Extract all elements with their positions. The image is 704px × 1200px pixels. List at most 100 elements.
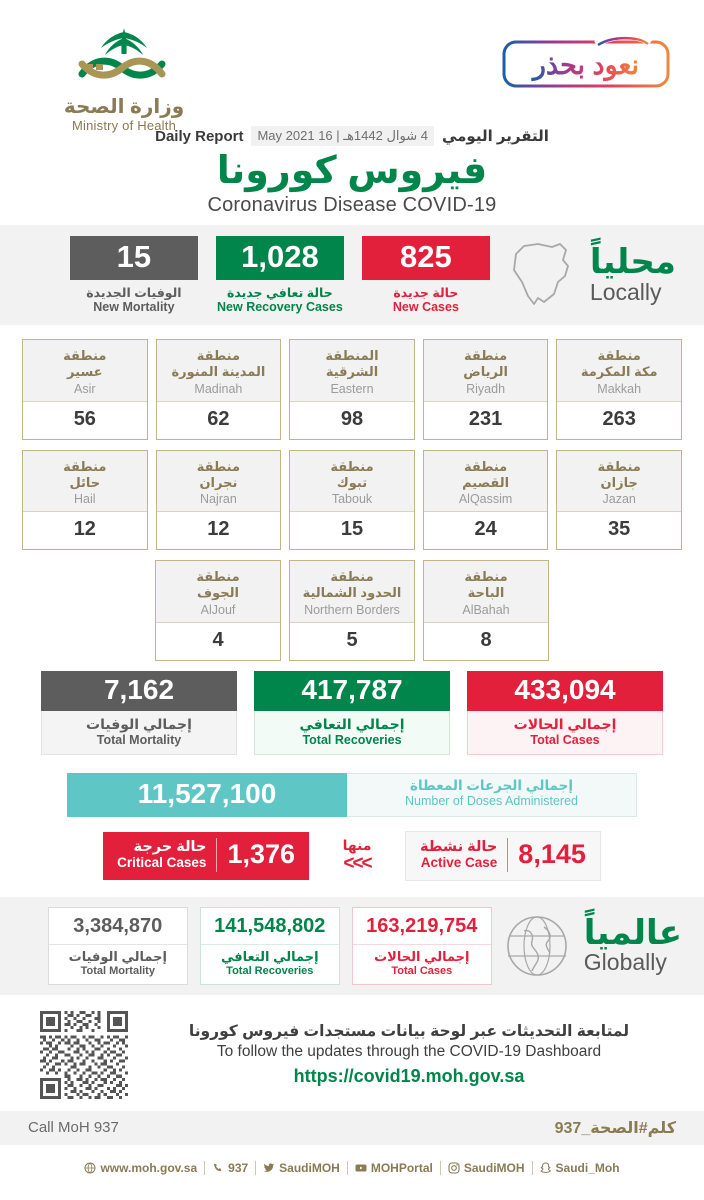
qr-code-icon[interactable] [40,1010,128,1099]
region-card-makkah[interactable]: منطقة مكة المكرمة Makkah 263 [556,339,682,440]
region-label-ar: منطقة [196,348,241,363]
critical-active-row: 1,376 حالة حرجة Critical Cases منها <<< … [0,830,704,881]
social-link-youtube[interactable]: MOHPortal [346,1160,440,1175]
region-label-ar: منطقة [330,458,374,474]
region-card-riyadh[interactable]: منطقة الرياض Riyadh 231 [422,339,549,440]
region-label-ar: منطقة [196,458,241,474]
new-mortality-label-en: New Mortality [93,299,175,314]
social-label: Saudi_Moh [555,1160,620,1175]
call-moh-label-en: Call MoH 937 [28,1119,119,1136]
stat-new-recoveries: 1,028 حالة تعافي جديدة New Recovery Case… [215,236,344,314]
dashboard-url-link[interactable]: https://covid19.moh.gov.sa [293,1066,525,1086]
critical-cases-label-en: Critical Cases [117,855,207,870]
total-cases-label-ar: إجمالي الحالات [513,715,617,732]
region-name-en: Asir [74,381,96,396]
social-label: www.moh.gov.sa [100,1160,198,1175]
total-mortality-card: 7,162 إجمالي الوفيات Total Mortality [41,670,237,755]
region-name-en: Madinah [194,381,243,396]
region-card-jazan[interactable]: منطقة جازان Jazan 35 [556,449,682,550]
region-label-ar: منطقة [63,458,107,474]
locally-label-en: Locally [589,278,662,305]
global-total-recoveries-label-en: Total Recoveries [226,964,314,977]
region-card-albahah[interactable]: منطقة الباحة AlBahah 8 [423,560,549,661]
region-label-ar: منطقة [196,569,240,584]
call-moh-label-ar: كلم#الصحة_937 [554,1119,676,1137]
ministry-name-en: Ministry of Health [71,118,177,133]
region-name-en: Jazan [602,492,636,506]
regions-grid: منطقة عسير Asir 56 منطقة المدينة المنورة… [0,325,704,661]
total-cases-card: 433,094 إجمالي الحالات Total Cases [467,670,663,755]
region-value: 5 [346,628,358,651]
new-cases-label-ar: حالة جديدة [393,285,459,300]
doses-value: 11,527,100 [67,772,347,817]
dashboard-section: لمتابعة التحديثات عبر لوحة بيانات مستجدا… [0,995,704,1105]
region-card-najran[interactable]: منطقة نجران Najran 12 [155,449,282,550]
social-link-website[interactable]: www.moh.gov.sa [77,1161,204,1175]
report-title-ar: التقرير اليومي [441,128,549,145]
region-name-en: AlJouf [200,602,236,617]
social-link-twitter[interactable]: SaudiMOH [255,1160,347,1175]
region-name-en: AlQassim [458,492,513,506]
region-name-en: Makkah [597,381,642,396]
new-mortality-label-ar: الوفيات الجديدة [86,285,182,300]
region-value: 62 [207,407,230,430]
region-name-ar: مكة المكرمة [580,364,658,380]
region-card-hail[interactable]: منطقة حائل Hail 12 [22,449,148,550]
regions-row-2: منطقة حائل Hail 12 منطقة نجران Najran 12… [22,449,682,550]
social-link-phone[interactable]: 937 [204,1160,255,1175]
critical-cases-label-ar: حالة حرجة [133,839,207,855]
region-value: 8 [480,628,492,651]
ministry-of-health-logo: وزارة الصحة Ministry of Health [44,24,204,133]
global-total-recoveries-label-ar: إجمالي التعافي [220,948,319,964]
region-value: 24 [474,518,497,540]
region-card-northern-borders[interactable]: منطقة الحدود الشمالية Northern Borders 5 [289,560,415,661]
region-name-en: AlBahah [462,602,510,617]
locally-band: 15 الوفيات الجديدة New Mortality 1,028 ح… [0,225,704,325]
region-card-tabouk[interactable]: منطقة تبوك Tabouk 15 [289,449,415,550]
region-card-asir[interactable]: منطقة عسير Asir 56 [22,339,148,440]
new-recoveries-value: 1,028 [215,236,344,280]
region-value: 263 [602,407,636,430]
divider [507,837,509,872]
region-label-ar: منطقة [63,348,107,363]
connector-arrows-icon: <<< [343,852,372,874]
region-label-ar: منطقة [597,348,641,363]
region-name-ar: الباحة [467,585,505,601]
globally-band: 3,384,870 إجمالي الوفيات Total Mortality… [0,896,704,995]
global-total-recoveries-card: 141,548,802 إجمالي التعافي Total Recover… [199,906,340,985]
region-card-aljouf[interactable]: منطقة الجوف AlJouf 4 [155,560,281,661]
region-name-ar: حائل [69,474,101,490]
social-label: MOHPortal [370,1160,433,1175]
region-card-alqassim[interactable]: منطقة القصيم AlQassim 24 [422,449,549,550]
report-date-value: 4 شوال 1442هـ | 16 May 2021 [251,126,434,146]
region-card-eastern[interactable]: المنطقة الشرقية Eastern 98 [289,339,415,440]
region-name-ar: الشرقية [325,364,379,380]
region-label-ar: منطقة [464,569,508,584]
global-total-mortality-value: 3,384,870 [73,914,163,937]
new-mortality-value: 15 [69,236,198,280]
social-label: SaudiMOH [279,1160,340,1175]
total-mortality-label-ar: إجمالي الوفيات [86,715,192,732]
active-cases-value: 8,145 [518,839,586,869]
region-name-ar: الحدود الشمالية [302,585,402,601]
region-value: 231 [468,407,503,430]
region-card-madinah[interactable]: منطقة المدينة المنورة Madinah 62 [155,339,282,440]
globally-label-en: Globally [583,949,667,976]
global-total-cases-label-ar: إجمالي الحالات [374,948,470,964]
region-name-ar: عسير [67,364,103,380]
total-recoveries-value: 417,787 [254,670,450,711]
region-name-ar: القصيم [462,474,510,490]
new-cases-value: 825 [361,236,490,280]
locally-label-ar: محلياً [589,243,676,282]
region-name-en: Tabouk [331,492,373,506]
header: وزارة الصحة Ministry of Health نعود بحذر [0,0,704,225]
dashboard-text-ar: لمتابعة التحديثات عبر لوحة بيانات مستجدا… [188,1023,630,1040]
social-link-snapchat[interactable]: Saudi_Moh [531,1160,627,1175]
new-cases-label-en: New Cases [392,299,459,314]
region-name-ar: تبوك [336,474,368,490]
social-label: SaudiMOH [463,1160,525,1175]
region-value: 4 [212,628,224,651]
youtube-icon [355,1162,367,1174]
social-link-instagram[interactable]: SaudiMOH [439,1160,532,1175]
